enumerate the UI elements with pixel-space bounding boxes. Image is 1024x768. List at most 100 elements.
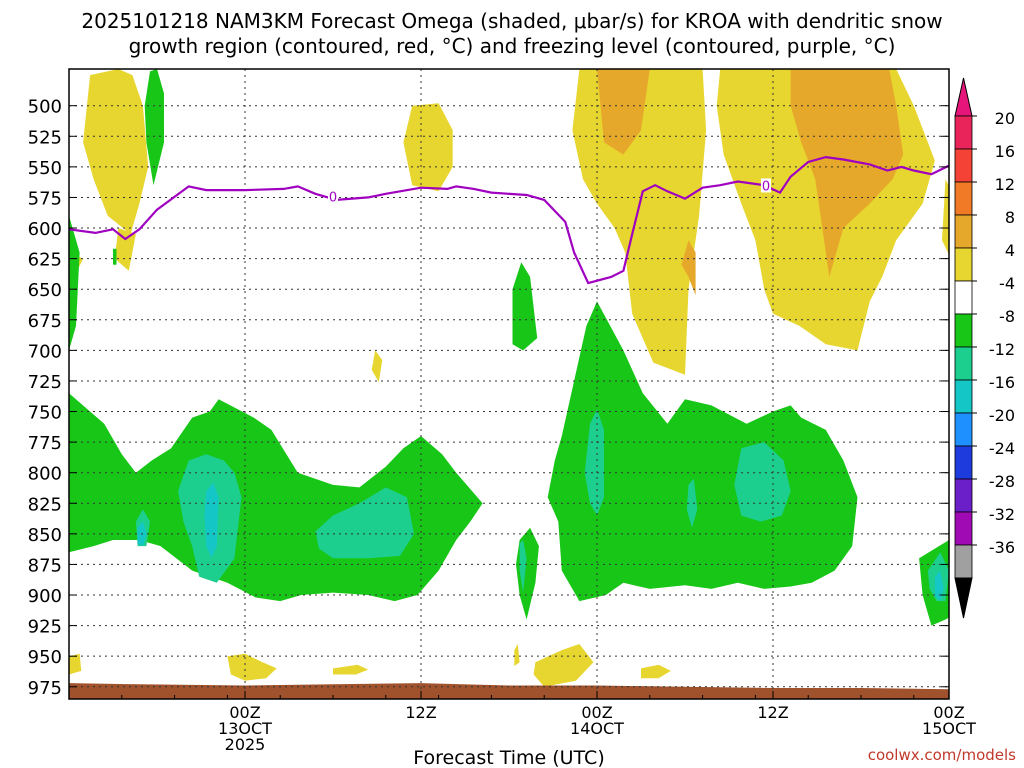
omega-region-4-38 <box>533 644 594 687</box>
omega-region--8-27 <box>519 540 527 593</box>
x-axis-label: Forecast Time (UTC) <box>413 747 604 768</box>
colorbar-swatch-3 <box>954 214 973 249</box>
x-tick-label-1-0: 12Z <box>405 703 436 722</box>
omega-region-4-1 <box>403 103 453 192</box>
colorbar-swatch-4 <box>954 247 973 282</box>
freezing-label-bg-0 <box>328 189 338 204</box>
x-tick-label-0-1: 13OCT <box>218 719 272 738</box>
chart-title-line2: growth region (contoured, red, °C) and f… <box>129 34 896 58</box>
colorbar-bottom-arrow <box>954 577 973 619</box>
omega-region-4-39 <box>641 664 671 679</box>
colorbar-label-3: 8 <box>1005 208 1015 227</box>
y-tick-label-950: 950 <box>28 647 62 668</box>
omega-region--8-24 <box>584 409 604 516</box>
y-tick-label-675: 675 <box>28 311 62 332</box>
omega-region--8-25 <box>734 442 791 522</box>
freezing-level-line <box>69 155 949 285</box>
y-tick-label-875: 875 <box>28 555 62 576</box>
colorbar-swatch-5 <box>954 280 973 315</box>
colorbar-label-11: -28 <box>989 472 1015 491</box>
colorbar-swatch-2 <box>954 181 973 216</box>
omega-region-4-7 <box>942 179 949 255</box>
colorbar-swatch-7 <box>954 346 973 381</box>
omega-region--4-20 <box>984 405 1024 595</box>
grid-lines <box>69 69 950 699</box>
colorbar-label-8: -16 <box>989 373 1015 392</box>
colorbar-swatch-10 <box>954 445 973 480</box>
omega-region--4-17 <box>69 215 80 351</box>
omega-region--8-22 <box>315 487 414 559</box>
omega-region-4-36 <box>333 664 369 675</box>
y-tick-label-650: 650 <box>28 280 62 301</box>
credit-text: coolwx.com/models <box>868 746 1016 764</box>
y-tick-label-725: 725 <box>28 372 62 393</box>
x-tick-label-2-1: 14OCT <box>570 719 624 738</box>
chart-title-line1: 2025101218 NAM3KM Forecast Omega (shaded… <box>81 9 942 33</box>
freezing-label-bg-1 <box>760 178 771 193</box>
omega-region--4-18 <box>113 248 117 265</box>
colorbar-label-1: 16 <box>995 142 1015 161</box>
y-tick-label-575: 575 <box>28 188 62 209</box>
omega-region--8-26 <box>686 478 698 528</box>
freezing-level-label-1: 0 <box>762 179 770 194</box>
freezing-level-label-0: 0 <box>329 190 337 205</box>
omega-region--4-16 <box>144 69 164 186</box>
y-tick-label-925: 925 <box>28 617 62 638</box>
colorbar-label-0: 20 <box>995 109 1015 128</box>
colorbar-label-13: -36 <box>989 538 1015 557</box>
omega-region-8-33 <box>997 688 1024 693</box>
x-tick-label-2-0: 00Z <box>581 703 612 722</box>
colorbar-swatch-12 <box>954 511 973 546</box>
x-tick-label-4-0: 00Z <box>933 703 964 722</box>
omega-region-4-4 <box>371 350 383 383</box>
y-tick-label-900: 900 <box>28 586 62 607</box>
x-tick-label-0-2: 2025 <box>225 735 266 754</box>
colorbar-label-7: -12 <box>989 340 1015 359</box>
y-tick-label-800: 800 <box>28 464 62 485</box>
y-tick-label-825: 825 <box>28 494 62 515</box>
colorbar-top-arrow <box>954 77 973 117</box>
terrain-strip <box>69 683 949 699</box>
y-tick-label-775: 775 <box>28 433 62 454</box>
omega-region--4-14 <box>516 527 539 620</box>
colorbar-swatch-1 <box>954 148 973 183</box>
colorbar-label-4: 4 <box>1005 241 1015 260</box>
colorbar-label-6: -8 <box>999 307 1015 326</box>
plot-frame <box>68 68 950 700</box>
x-tick-label-0-0: 00Z <box>229 703 260 722</box>
omega-region-4-3 <box>114 228 136 271</box>
y-tick-label-625: 625 <box>28 250 62 271</box>
colorbar-label-12: -32 <box>989 505 1015 524</box>
colorbar-swatch-9 <box>954 412 973 447</box>
y-tick-label-500: 500 <box>28 97 62 118</box>
y-tick-label-850: 850 <box>28 525 62 546</box>
omega-region--4-13 <box>547 301 858 602</box>
x-tick-label-3-0: 12Z <box>757 703 788 722</box>
axes: 500 525 550 575 600 625 650 675 700 725 750 775 800 8… <box>28 97 977 754</box>
omega-region-4-34 <box>69 653 82 675</box>
y-tick-label-600: 600 <box>28 219 62 240</box>
omega-region-4-0 <box>83 69 149 235</box>
colorbar-label-2: 12 <box>995 175 1015 194</box>
x-tick-label-4-1: 15OCT <box>922 719 976 738</box>
omega-region--12-31 <box>934 570 944 602</box>
omega-region-8-9 <box>597 69 650 155</box>
colorbar-label-5: -4 <box>999 274 1015 293</box>
colorbar-swatch-13 <box>954 544 973 579</box>
omega-region-4-5 <box>572 69 707 375</box>
omega-region-8-11 <box>681 240 696 296</box>
omega-region--4-15 <box>512 262 538 351</box>
colorbar-swatch-0 <box>954 115 973 150</box>
omega-region-8-10 <box>790 69 904 277</box>
y-tick-label-550: 550 <box>28 158 62 179</box>
y-tick-label-525: 525 <box>28 127 62 148</box>
y-tick-label-975: 975 <box>28 678 62 699</box>
omega-region-4-37 <box>514 644 520 666</box>
freezing-level-layer: 00 <box>69 155 949 285</box>
omega-region-4-35 <box>227 653 277 681</box>
y-tick-label-700: 700 <box>28 341 62 362</box>
plot-area <box>69 69 1024 699</box>
colorbar-label-10: -24 <box>989 439 1015 458</box>
colorbar: 20 16 12 8 4 -4 -8 -12 -16 -20 -24 -28 -32 -36 <box>954 77 1015 619</box>
